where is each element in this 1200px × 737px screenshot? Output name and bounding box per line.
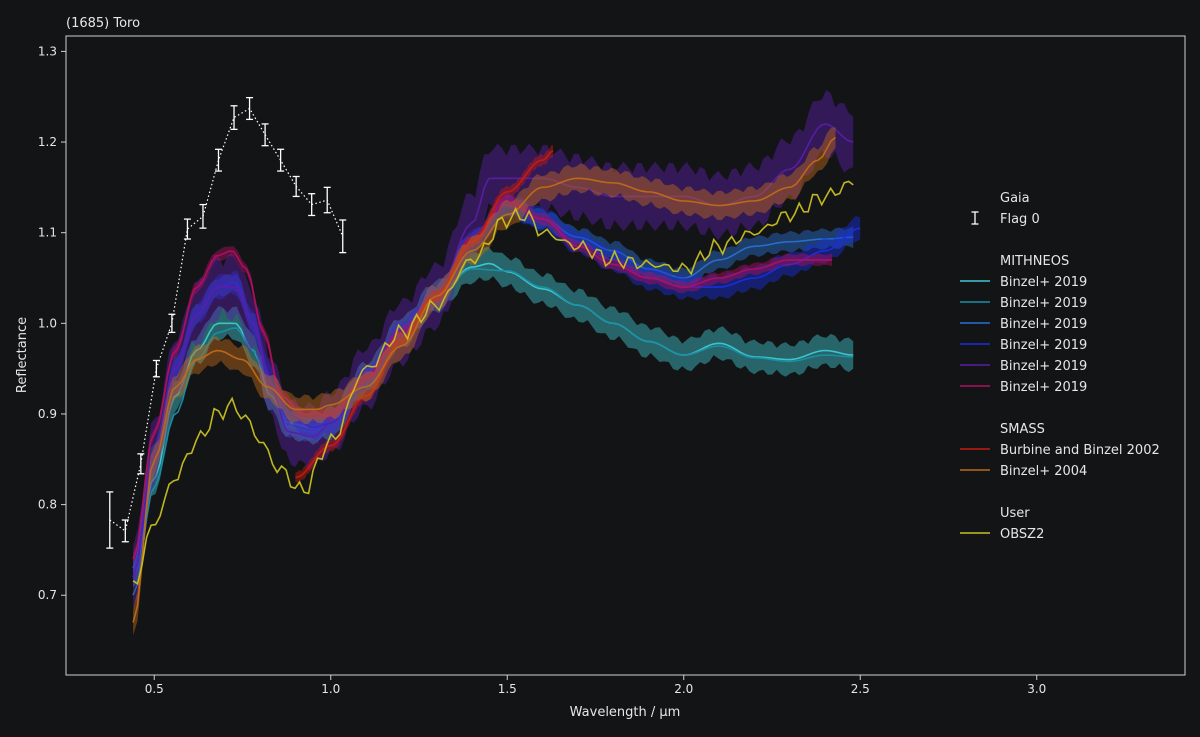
x-axis-ticks: 0.5 1.0 1.5 2.0 2.5 3.0 [145, 675, 1046, 696]
legend-entry-label: Binzel+ 2019 [1000, 296, 1087, 311]
legend-group-header: Gaia [1000, 191, 1030, 206]
gaia-errorbar [152, 359, 160, 378]
legend-entry-label: Flag 0 [1000, 212, 1040, 227]
series-line-7 [132, 136, 836, 623]
x-tick-label: 1.5 [498, 682, 517, 696]
y-tick-label: 0.7 [38, 588, 57, 602]
y-axis-ticks: 0.7 0.8 0.9 1.0 1.1 1.2 1.3 [38, 44, 66, 602]
y-tick-label: 0.9 [38, 407, 57, 421]
series-band-0 [133, 246, 854, 588]
legend-entry-label: OBSZ2 [1000, 527, 1044, 542]
gaia-errorbar [339, 219, 347, 254]
legend-entry-label: Binzel+ 2019 [1000, 359, 1087, 374]
legend-entry-label: Binzel+ 2019 [1000, 338, 1087, 353]
legend-group-header: SMASS [1000, 422, 1045, 437]
x-axis-label: Wavelength / μm [570, 705, 681, 720]
legend-entry-label: Binzel+ 2019 [1000, 317, 1087, 332]
y-tick-label: 1.1 [38, 226, 57, 240]
gaia-errorbar [137, 453, 145, 475]
y-tick-label: 1.2 [38, 135, 57, 149]
chart-title: (1685) Toro [66, 16, 140, 31]
series-line-1 [132, 268, 854, 596]
x-tick-label: 1.0 [321, 682, 340, 696]
x-tick-label: 2.5 [851, 682, 870, 696]
gaia-errorbar [168, 313, 176, 334]
gaia-errorbar [121, 519, 129, 543]
y-tick-label: 0.8 [38, 498, 57, 512]
series-line-5 [132, 200, 832, 560]
gaia-errorbar [199, 203, 207, 229]
y-tick-label: 1.3 [38, 44, 57, 58]
x-tick-label: 2.0 [674, 682, 693, 696]
x-tick-label: 0.5 [145, 682, 164, 696]
axes-frame [65, 35, 1186, 676]
series-band-7 [133, 127, 836, 636]
gaia-errorbar [292, 175, 300, 198]
y-axis-label: Reflectance [15, 317, 30, 393]
gaia-errorbar [106, 491, 114, 549]
legend-entry-label: Binzel+ 2004 [1000, 464, 1087, 479]
gaia-errorbar [323, 186, 331, 214]
gaia-errorbar [246, 96, 254, 121]
legend: Gaia Flag 0 MITHNEOS Binzel+ 2019 Binzel+ 20… [960, 191, 1160, 542]
x-tick-label: 3.0 [1027, 682, 1046, 696]
series-line-8 [132, 180, 854, 586]
gaia-errorbar [230, 105, 238, 131]
legend-entry-label: Burbine and Binzel 2002 [1000, 443, 1160, 458]
gaia-errorbar [261, 123, 269, 147]
legend-entry-label: Binzel+ 2019 [1000, 275, 1087, 290]
gaia-errorbar [308, 193, 316, 217]
legend-group-header: MITHNEOS [1000, 254, 1069, 269]
y-tick-label: 1.0 [38, 316, 57, 330]
legend-group-header: User [1000, 506, 1030, 521]
plot-area [106, 90, 861, 636]
gaia-errorbar [214, 148, 222, 172]
series-band-3 [133, 192, 861, 586]
gaia-connector [109, 107, 344, 532]
legend-entry-label: Binzel+ 2019 [1000, 380, 1087, 395]
gaia-errorbar [277, 148, 285, 172]
gaia-errorbar [183, 218, 191, 240]
series-line-4 [132, 123, 854, 578]
series-band-4 [133, 90, 854, 609]
